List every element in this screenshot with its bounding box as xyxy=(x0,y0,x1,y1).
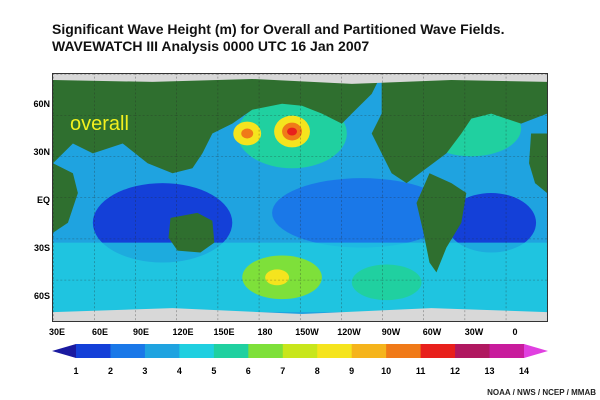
colorbar-segment xyxy=(110,344,146,358)
colorbar-segment xyxy=(76,344,111,358)
colorbar-tick-label: 2 xyxy=(107,366,113,376)
colorbar-tick-label: 13 xyxy=(484,366,495,376)
colorbar-tick-label: 12 xyxy=(450,366,461,376)
colorbar-arrow-high xyxy=(524,344,548,358)
lon-label: 0 xyxy=(512,327,518,337)
colorbar-tick-label: 11 xyxy=(415,366,426,376)
lon-label: 120E xyxy=(172,327,194,337)
title-line-2: WAVEWATCH III Analysis 0000 UTC 16 Jan 2… xyxy=(52,38,370,54)
lat-label: 60S xyxy=(33,291,50,301)
lon-label: 60E xyxy=(91,327,108,337)
colorbar-segment xyxy=(282,344,318,358)
lon-label: 90W xyxy=(381,327,401,337)
lon-label: 90E xyxy=(132,327,149,337)
colorbar-segment xyxy=(248,344,284,358)
lon-label: 30W xyxy=(464,327,484,337)
lon-label: 150W xyxy=(295,327,319,337)
colorbar-segment xyxy=(420,344,456,358)
colorbar-tick-label: 8 xyxy=(314,366,320,376)
colorbar-tick-label: 10 xyxy=(381,366,392,376)
credit-text: NOAA / NWS / NCEP / MMAB xyxy=(487,388,596,397)
lon-label: 150E xyxy=(213,327,235,337)
lon-label: 180 xyxy=(257,327,273,337)
colorbar-segment xyxy=(213,344,249,358)
lat-label: 30S xyxy=(33,243,50,253)
colorbar-tick-label: 9 xyxy=(349,366,355,376)
colorbar-tick-label: 6 xyxy=(245,366,251,376)
colorbar-segment xyxy=(179,344,215,358)
lat-label: EQ xyxy=(36,195,50,205)
map-canvas xyxy=(53,74,547,321)
colorbar-segment xyxy=(144,344,180,358)
colorbar-arrow-low xyxy=(52,344,76,358)
colorbar-segment xyxy=(489,344,525,358)
colorbar-segment xyxy=(351,344,387,358)
title-line-1: Significant Wave Height (m) for Overall … xyxy=(52,21,505,37)
lon-label: 30E xyxy=(48,327,65,337)
colorbar-segment xyxy=(317,344,353,358)
lon-label: 60W xyxy=(422,327,442,337)
map-title: Significant Wave Height (m) for Overall … xyxy=(52,21,504,55)
colorbar-tick-label: 4 xyxy=(176,366,182,376)
colorbar-segment xyxy=(386,344,422,358)
lon-label: 120W xyxy=(337,327,361,337)
colorbar xyxy=(52,344,548,374)
colorbar-tick-label: 3 xyxy=(142,366,148,376)
colorbar-tick-label: 7 xyxy=(280,366,286,376)
colorbar-tick-label: 14 xyxy=(518,366,529,376)
colorbar-tick-label: 1 xyxy=(73,366,79,376)
lat-label: 30N xyxy=(33,147,50,157)
field-label: overall xyxy=(70,113,129,135)
colorbar-ramp xyxy=(52,344,548,358)
colorbar-segment xyxy=(455,344,491,358)
lat-lon-grid xyxy=(53,74,547,321)
wave-height-map xyxy=(52,73,548,322)
colorbar-tick-label: 5 xyxy=(211,366,217,376)
lat-label: 60N xyxy=(33,99,50,109)
